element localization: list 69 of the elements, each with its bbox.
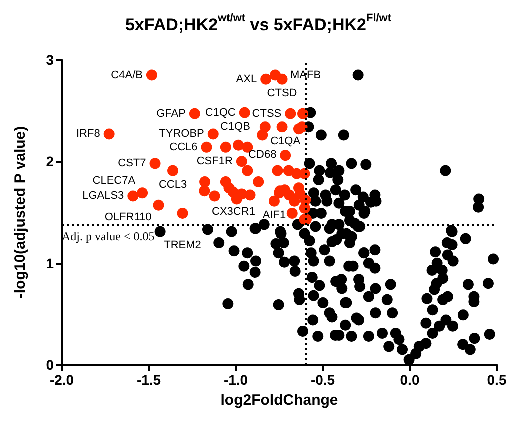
annotation: TREM2 (164, 240, 202, 252)
annotation: C1QA (270, 136, 302, 148)
x-tick-label: -2.0 (50, 372, 74, 388)
point (153, 200, 164, 211)
point (257, 130, 268, 141)
point (300, 194, 312, 206)
y-tick-label: 3 (46, 52, 54, 68)
point (177, 208, 188, 220)
point (200, 176, 211, 188)
y-tick-label: 0 (46, 357, 54, 373)
point (244, 190, 256, 201)
point (128, 190, 139, 202)
point (272, 165, 284, 176)
x-tick-label: 0.5 (487, 372, 507, 388)
point (298, 108, 308, 120)
point (209, 190, 220, 202)
annotation: C1QB (220, 121, 250, 134)
ref-line-label: Adj. p value < 0.05 (62, 230, 155, 244)
annotation: CLEC7A (92, 175, 136, 188)
point (236, 156, 248, 168)
y-tick-label: 2 (46, 154, 54, 170)
annotation: AIF1 (262, 209, 286, 222)
annotation: LGALS3 (82, 190, 124, 202)
point (150, 158, 161, 170)
x-axis-title: log2FoldChange (220, 392, 338, 409)
point (201, 142, 212, 153)
annotation: TYROBP (159, 128, 204, 140)
annotation: CTSS (252, 108, 282, 120)
annotation: CD68 (248, 149, 277, 162)
annotation: IRF8 (76, 128, 100, 140)
point (146, 70, 158, 81)
annotation: CST7 (118, 158, 146, 170)
point (189, 108, 200, 120)
annotation: AXL (236, 73, 258, 86)
point (199, 186, 210, 197)
point (285, 108, 296, 120)
point (168, 165, 179, 176)
point (242, 165, 254, 176)
x-tick-label: 0.0 (400, 372, 420, 388)
annotation: OLFR110 (104, 211, 152, 224)
annotation: CCL6 (170, 141, 198, 154)
point (137, 188, 148, 199)
x-tick-label: -1.5 (136, 372, 162, 388)
point (260, 74, 272, 85)
annotation: CSF1R (196, 156, 233, 168)
point (220, 142, 232, 153)
point (104, 128, 115, 140)
point (296, 122, 308, 133)
annotation: CTSD (267, 87, 298, 100)
x-tick-label: -0.5 (310, 372, 336, 388)
annotation: C4A/B (111, 69, 143, 82)
y-tick-label: 1 (46, 255, 54, 272)
annotation: MAFB (290, 69, 322, 82)
annotation: GFAP (156, 108, 186, 120)
point (208, 128, 219, 140)
point (268, 196, 280, 207)
point (289, 196, 300, 207)
point (276, 122, 288, 133)
annotation: CX3CR1 (212, 206, 256, 218)
point (233, 140, 244, 151)
point (280, 150, 292, 162)
y-axis-title: -log10(adjusted P value) (12, 126, 29, 299)
point (253, 176, 264, 188)
point (239, 107, 250, 118)
x-tick-label: -1.0 (224, 372, 248, 388)
annotation: C1QC (205, 106, 236, 119)
point (276, 74, 288, 85)
point (286, 208, 298, 220)
annotation: CCL3 (158, 178, 188, 191)
